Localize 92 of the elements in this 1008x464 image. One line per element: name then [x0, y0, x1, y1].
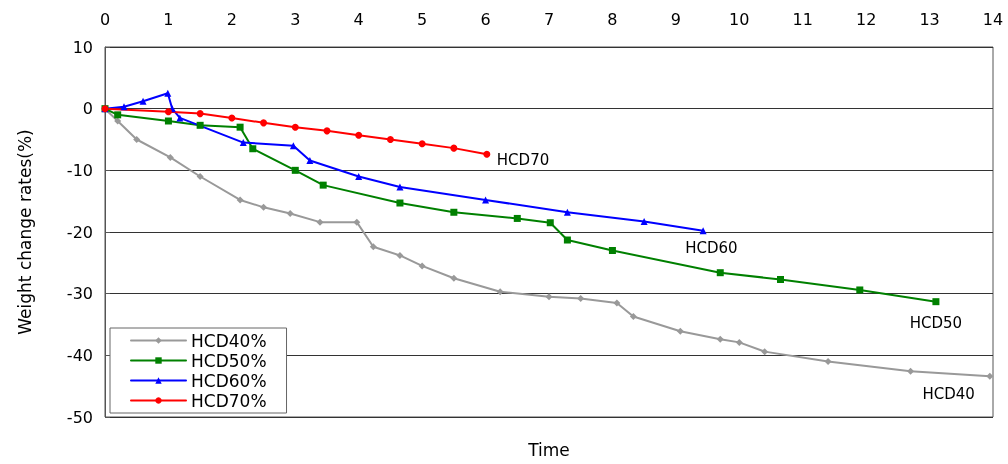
y-tick-label: -20 [66, 222, 93, 242]
point [545, 293, 553, 301]
point [716, 335, 724, 343]
point [496, 288, 504, 296]
y-tick-label: 10 [72, 37, 93, 57]
point [856, 286, 864, 294]
x-axis-title: Time [527, 440, 570, 460]
point [164, 108, 172, 116]
point [986, 372, 994, 380]
point [563, 208, 571, 216]
point [355, 173, 363, 180]
x-tick-label: 13 [919, 9, 940, 29]
y-tick-label: -10 [66, 160, 93, 180]
point [260, 203, 268, 211]
point [608, 247, 616, 254]
point [139, 97, 147, 105]
point [396, 251, 404, 259]
point [418, 262, 426, 270]
point [640, 218, 648, 226]
point [563, 236, 571, 244]
x-tick-label: 10 [729, 9, 750, 29]
point [196, 121, 204, 129]
point [546, 219, 554, 227]
x-tick-label: 9 [670, 9, 681, 29]
y-tick-label: -50 [66, 407, 93, 427]
annotation: HCD40 [922, 384, 975, 403]
point [386, 136, 394, 143]
point [450, 274, 458, 282]
x-tick-label: 4 [353, 9, 364, 29]
point [236, 123, 244, 131]
point [450, 208, 458, 216]
point [907, 367, 915, 375]
point [513, 214, 521, 222]
legend-label: HCD50% [191, 350, 267, 371]
point [824, 358, 832, 365]
x-tick-label: 0 [99, 9, 111, 29]
point [716, 269, 724, 277]
point [196, 110, 204, 118]
y-tick-label: -40 [66, 345, 93, 365]
point [319, 181, 327, 189]
point [418, 140, 426, 148]
point [291, 166, 299, 174]
y-axis-title: Weight change rates(%) [14, 129, 35, 335]
x-tick-label: 8 [607, 9, 618, 29]
point [291, 123, 299, 131]
annotation: HCD50 [909, 314, 963, 333]
x-tick-label: 12 [855, 9, 877, 29]
point [114, 111, 122, 119]
point [735, 338, 743, 346]
point [196, 173, 204, 180]
point [483, 150, 491, 158]
point [932, 298, 940, 306]
point [249, 145, 257, 153]
point [369, 243, 377, 251]
point [613, 299, 621, 307]
point [396, 199, 404, 207]
point [777, 275, 785, 283]
point [316, 218, 324, 226]
x-tick-label: 3 [290, 9, 301, 29]
x-tick-label: 7 [543, 9, 555, 29]
x-tick-label: 2 [226, 9, 237, 29]
point [260, 119, 268, 127]
point [286, 210, 294, 217]
point [353, 218, 361, 226]
y-tick-label: -30 [66, 284, 93, 304]
point [577, 295, 585, 303]
point [629, 312, 637, 320]
point [164, 117, 172, 125]
point [289, 142, 297, 150]
point [676, 327, 684, 335]
point [133, 136, 141, 143]
point [761, 348, 769, 356]
point [166, 153, 174, 161]
x-tick-label: 1 [163, 9, 174, 29]
x-tick-label: 5 [417, 9, 428, 29]
point [355, 131, 363, 139]
x-tick-label: 14 [982, 9, 1004, 29]
point [114, 117, 122, 125]
point [228, 114, 236, 122]
point [120, 103, 128, 111]
point [306, 156, 314, 164]
legend-label: HCD70% [191, 390, 267, 411]
point [164, 89, 172, 97]
annotation: HCD60 [685, 239, 738, 258]
legend-label: HCD60% [191, 370, 267, 391]
annotation: HCD70 [496, 150, 550, 169]
point [450, 144, 458, 152]
point [236, 196, 244, 204]
legend-label: HCD40% [191, 330, 267, 351]
x-tick-label: 6 [480, 9, 491, 29]
x-tick-label: 11 [792, 9, 813, 29]
y-tick-label: 0 [82, 99, 93, 119]
